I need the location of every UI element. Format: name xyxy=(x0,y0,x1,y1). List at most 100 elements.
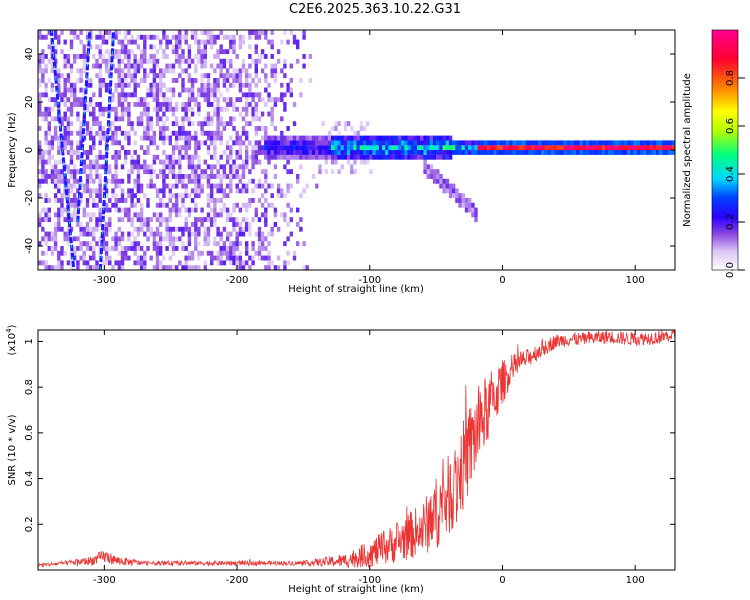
spectrogram-cell xyxy=(241,169,246,175)
spectrogram-cell xyxy=(608,145,612,151)
spectrogram-cell xyxy=(576,140,580,146)
spectrogram-cell xyxy=(190,82,195,88)
spectrogram-cell xyxy=(340,145,344,151)
spectrogram-cell xyxy=(257,178,262,184)
spectrogram-cell xyxy=(216,106,220,112)
spectrogram-cell xyxy=(241,34,246,40)
spectrogram-cell xyxy=(194,246,198,251)
spectrogram-cell xyxy=(225,49,230,55)
spectrogram-cell xyxy=(439,183,443,189)
spectrogram-cell xyxy=(222,193,227,199)
spectrogram-cell xyxy=(89,130,93,136)
spectrogram-cell xyxy=(251,116,255,122)
spectrogram-cell xyxy=(340,150,344,155)
spectrogram-cell xyxy=(146,202,150,208)
spectrogram-cell xyxy=(133,178,137,184)
spectrogram-cell xyxy=(146,198,150,203)
spectrogram-cell xyxy=(248,154,252,160)
spectrogram-cell xyxy=(270,202,274,208)
spectrogram-cell xyxy=(146,183,150,189)
spectrogram-cell xyxy=(611,145,615,151)
spectrogram-cell xyxy=(69,140,74,146)
spectrogram-cell xyxy=(254,49,258,55)
spectrogram-cell xyxy=(190,188,195,194)
spectrogram-cell xyxy=(248,202,252,208)
spectrogram-cell xyxy=(155,111,160,117)
spectrogram-cell xyxy=(63,130,67,136)
spectrogram-cell xyxy=(82,150,86,155)
spectrogram-cell xyxy=(582,145,586,151)
spectrogram-cell xyxy=(98,92,102,98)
spectrogram-cell xyxy=(407,135,411,141)
spectrogram-cell xyxy=(496,140,500,146)
spectrogram-cell xyxy=(248,34,252,40)
spectrogram-cell xyxy=(292,102,297,107)
spectrogram-cell xyxy=(560,145,564,151)
spectrogram-cell xyxy=(60,260,64,266)
spectrogram-cell xyxy=(98,130,102,136)
spectrogram-cell xyxy=(286,126,290,131)
spectrogram-cell xyxy=(98,30,102,35)
spectrogram-cell xyxy=(76,265,80,270)
spectrogram-cell xyxy=(276,97,281,103)
spectrogram-cell xyxy=(503,140,507,146)
x-tick-label: 100 xyxy=(626,275,645,286)
spectrogram-cell xyxy=(280,135,284,141)
spectrogram-cell xyxy=(57,260,61,266)
spectrogram-cell xyxy=(104,193,109,199)
spectrogram-cell xyxy=(267,250,271,256)
spectrogram-cell xyxy=(432,178,437,184)
spectrogram-cell xyxy=(245,102,249,107)
spectrogram-cell xyxy=(337,140,341,146)
spectrogram-cell xyxy=(404,135,408,141)
spectrogram-cell xyxy=(286,260,290,266)
spectrogram-cell xyxy=(273,102,278,107)
spectrogram-cell xyxy=(245,226,249,232)
spectrogram-cell xyxy=(120,265,125,270)
spectrogram-cell xyxy=(38,97,42,103)
spectrogram-cell xyxy=(423,154,427,160)
spectrogram-cell xyxy=(47,150,51,155)
spectrogram-cell xyxy=(60,193,64,199)
spectrogram-cell xyxy=(98,217,102,223)
spectrogram-cell xyxy=(127,73,131,79)
spectrogram-cell xyxy=(155,106,160,112)
spectrogram-cell xyxy=(149,126,153,131)
spectrogram-cell xyxy=(407,150,411,155)
spectrogram-cell xyxy=(95,174,99,179)
spectrogram-cell xyxy=(111,202,115,208)
spectrogram-cell xyxy=(76,111,80,117)
spectrogram-cell xyxy=(321,154,325,160)
spectrogram-cell xyxy=(391,154,395,160)
spectrogram-cell xyxy=(334,140,338,146)
spectrogram-cell xyxy=(203,82,207,88)
spectrogram-cell xyxy=(273,207,278,213)
spectrogram-cell xyxy=(200,217,204,223)
spectrogram-cell xyxy=(146,150,150,155)
spectrogram-cell xyxy=(203,92,207,98)
spectrogram-cell xyxy=(238,207,243,213)
spectrogram-cell xyxy=(267,150,271,155)
spectrogram-cell xyxy=(111,121,115,127)
spectrogram-cell xyxy=(235,164,239,170)
spectrogram-cell xyxy=(171,241,176,247)
spectrogram-cell xyxy=(50,82,55,88)
spectrogram-cell xyxy=(452,183,456,189)
spectrogram-cell xyxy=(232,260,236,266)
spectrogram-cell xyxy=(152,231,157,237)
spectrogram-cell xyxy=(190,111,195,117)
spectrogram-cell xyxy=(216,54,220,59)
spectrogram-cell xyxy=(127,92,131,98)
spectrogram-cell xyxy=(63,54,67,59)
spectrogram-cell xyxy=(92,135,96,141)
spectrogram-cell xyxy=(178,63,182,69)
spectrogram-cell xyxy=(264,154,268,160)
spectrogram-cell xyxy=(225,246,230,251)
spectrogram-cell xyxy=(171,150,176,155)
spectrogram-cell xyxy=(168,212,172,218)
spectrogram-cell xyxy=(79,121,83,127)
spectrogram-cell xyxy=(241,39,246,45)
spectrogram-cell xyxy=(53,54,58,59)
spectrogram-cell xyxy=(178,92,182,98)
spectrogram-cell xyxy=(159,236,163,242)
